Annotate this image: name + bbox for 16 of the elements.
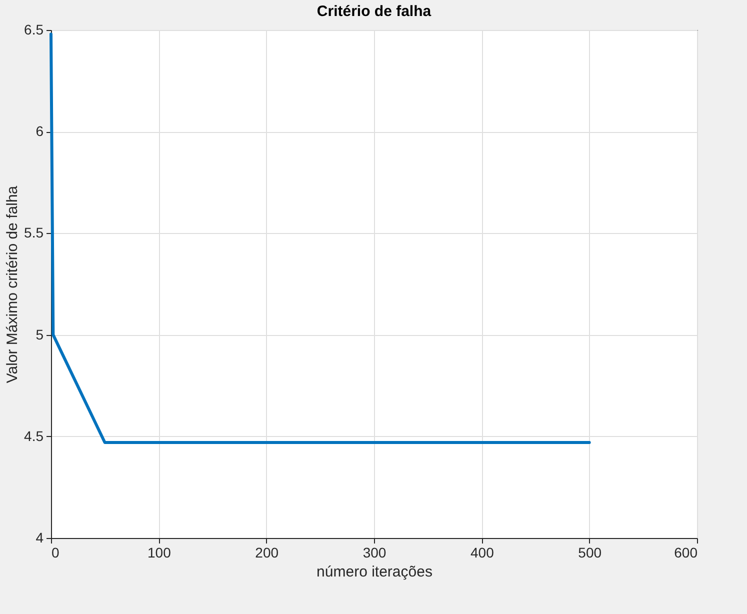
y-tick-label: 5.5 <box>24 224 44 241</box>
x-tick-label: 400 <box>470 544 494 560</box>
x-tick-label: 200 <box>255 544 279 560</box>
y-tick-label: 6 <box>36 123 44 140</box>
x-tick-label: 500 <box>578 544 602 560</box>
x-tick-label: 100 <box>147 544 172 560</box>
y-tick-label: 4.5 <box>24 428 44 444</box>
chart-title: Critério de falha <box>316 3 432 20</box>
y-axis-title: Valor Máximo critério de falha <box>4 185 22 384</box>
x-tick-label: 600 <box>674 544 698 560</box>
x-axis-title: número iterações <box>316 564 432 580</box>
y-tick-label: 5 <box>36 326 44 342</box>
y-tick-label: 4 <box>36 530 44 546</box>
x-tick-label: 0 <box>52 544 60 560</box>
y-tick-label: 6.5 <box>24 22 44 38</box>
x-tick-label: 300 <box>362 544 386 560</box>
